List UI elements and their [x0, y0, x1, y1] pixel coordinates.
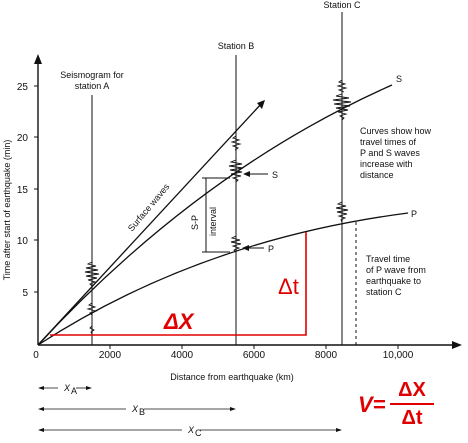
travel-note-line: of P wave from [366, 265, 426, 275]
curves-note-line: P and S waves [360, 148, 420, 158]
x-ticks: 0 2000 4000 6000 8000 10,000 [33, 345, 414, 361]
surface-wave-curve [37, 102, 263, 346]
origin-label: 0 [33, 350, 39, 361]
x-axis-arrow [452, 341, 462, 349]
station-a-label-2: station A [75, 81, 110, 91]
formula-v: V= [358, 392, 386, 417]
y-tick-label: 15 [17, 185, 29, 196]
x-tick-label: 2000 [99, 350, 122, 361]
p-wave-curve [37, 212, 409, 346]
xb-sub: B [139, 407, 145, 417]
xa-label: X [63, 383, 71, 393]
x-axis-label: Distance from earthquake (km) [170, 372, 294, 382]
curves-note-line: distance [360, 170, 394, 180]
p-marker-label: P [268, 244, 274, 254]
xb-label: X [131, 404, 139, 414]
curves-note-line: travel times of [360, 137, 417, 147]
y-axis-arrow [34, 54, 42, 64]
travel-note-line: earthquake to [366, 276, 421, 286]
y-tick-label: 10 [17, 236, 29, 247]
seismogram-a [84, 261, 100, 335]
sp-interval-label-2: interval [208, 207, 218, 236]
y-ticks: 5 10 15 20 25 [17, 82, 38, 299]
p-marker-arrowhead [242, 245, 249, 251]
red-delta-triangle [50, 232, 307, 336]
x-tick-label: 10,000 [383, 350, 414, 361]
travel-note-line: station C [366, 287, 402, 297]
s-wave-curve [37, 84, 393, 346]
curves-note-line: increase with [360, 159, 413, 169]
curves-note-line: Curves show how [360, 126, 432, 136]
x-tick-label: 4000 [171, 350, 194, 361]
seismogram-c [332, 79, 352, 223]
formula-denominator: Δt [401, 407, 422, 429]
surface-wave-arrow [257, 100, 265, 109]
station-b-label: Station B [218, 41, 255, 51]
delta-x-label: ΔX [163, 309, 195, 334]
s-curve-label: S [396, 74, 402, 84]
station-c-label: Station C [323, 0, 361, 10]
x-tick-label: 8000 [315, 350, 338, 361]
xa-sub: A [71, 386, 77, 396]
y-axis-label: Time after start of earthquake (min) [2, 140, 12, 281]
velocity-formula: V= ΔX Δt [358, 379, 434, 429]
x-tick-label: 6000 [243, 350, 266, 361]
delta-t-label: Δt [278, 274, 299, 299]
xc-label: X [187, 425, 195, 435]
travel-note-line: Travel time [366, 254, 410, 264]
sp-interval-label: S-P [190, 215, 200, 230]
xc-sub: C [195, 428, 202, 438]
distance-xb: X B [38, 404, 236, 417]
distance-xc: X C [38, 425, 342, 438]
station-a-label: Seismogram for [60, 70, 124, 80]
y-tick-label: 25 [17, 82, 29, 93]
y-tick-label: 5 [22, 288, 28, 299]
formula-numerator: ΔX [398, 379, 426, 401]
s-marker-label: S [272, 170, 278, 180]
p-curve-label: P [411, 209, 417, 219]
y-tick-label: 20 [17, 133, 29, 144]
seismogram-b [228, 135, 244, 253]
distance-xa: X A [38, 383, 92, 396]
s-marker-arrowhead [243, 171, 250, 177]
